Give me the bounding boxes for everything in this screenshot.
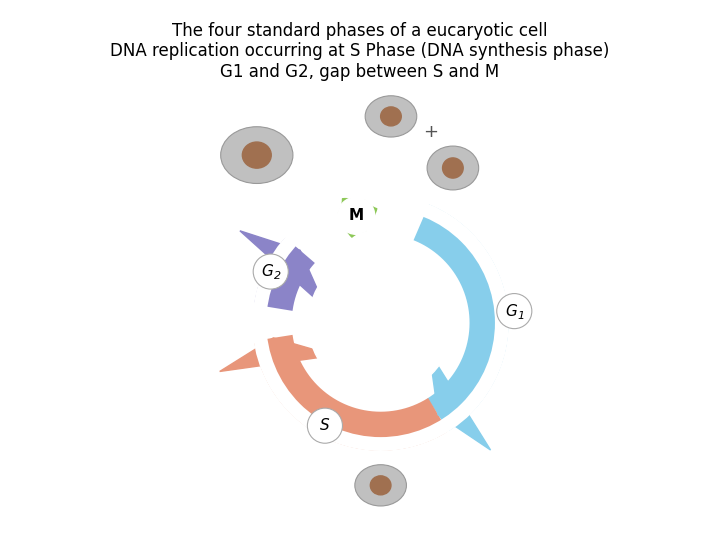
Circle shape: [307, 408, 343, 443]
Text: G: G: [505, 303, 517, 319]
Polygon shape: [220, 338, 334, 372]
Circle shape: [308, 251, 453, 395]
Polygon shape: [240, 231, 325, 308]
Circle shape: [253, 254, 288, 289]
Text: M: M: [348, 208, 364, 223]
Text: The four standard phases of a eucaryotic cell
DNA replication occurring at S Pha: The four standard phases of a eucaryotic…: [110, 22, 610, 81]
Ellipse shape: [243, 142, 271, 168]
Text: G: G: [261, 264, 274, 279]
Polygon shape: [429, 352, 490, 450]
Ellipse shape: [220, 127, 293, 184]
Text: +: +: [423, 123, 438, 141]
Circle shape: [497, 294, 532, 329]
Text: 2: 2: [274, 271, 282, 281]
Ellipse shape: [381, 107, 401, 126]
Ellipse shape: [370, 476, 391, 495]
Circle shape: [338, 197, 374, 234]
Ellipse shape: [365, 96, 417, 137]
Text: 1: 1: [518, 310, 525, 321]
Ellipse shape: [443, 158, 463, 178]
Text: S: S: [320, 418, 330, 433]
Ellipse shape: [355, 465, 407, 506]
Ellipse shape: [427, 146, 479, 190]
